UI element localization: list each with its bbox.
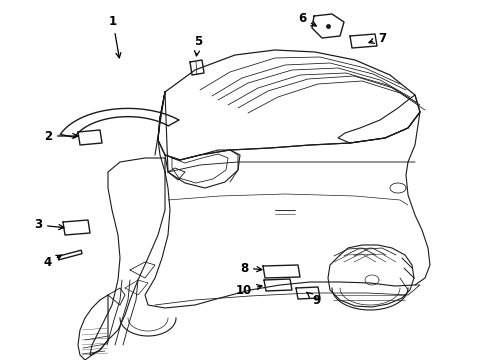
Text: 6: 6 (298, 12, 317, 26)
Text: 8: 8 (240, 261, 262, 274)
Text: 7: 7 (369, 31, 386, 45)
Text: 5: 5 (194, 35, 202, 56)
Text: 1: 1 (109, 15, 121, 58)
Text: 2: 2 (44, 130, 78, 143)
Text: 10: 10 (236, 284, 262, 297)
Text: 9: 9 (307, 292, 320, 306)
Text: 4: 4 (44, 255, 61, 270)
Text: 3: 3 (34, 219, 64, 231)
